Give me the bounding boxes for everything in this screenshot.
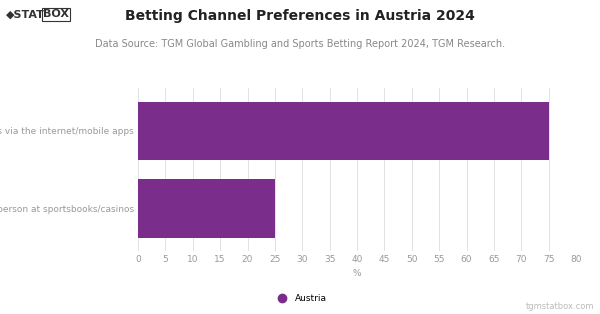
Bar — [138, 101, 548, 160]
Text: BOX: BOX — [43, 9, 69, 19]
X-axis label: %: % — [353, 268, 361, 278]
Text: Data Source: TGM Global Gambling and Sports Betting Report 2024, TGM Research.: Data Source: TGM Global Gambling and Spo… — [95, 39, 505, 49]
Text: tgmstatbox.com: tgmstatbox.com — [526, 302, 594, 311]
Text: ◆STAT: ◆STAT — [6, 9, 45, 19]
Legend: Austria: Austria — [269, 290, 331, 306]
Bar — [138, 179, 275, 238]
Text: Betting Channel Preferences in Austria 2024: Betting Channel Preferences in Austria 2… — [125, 9, 475, 24]
